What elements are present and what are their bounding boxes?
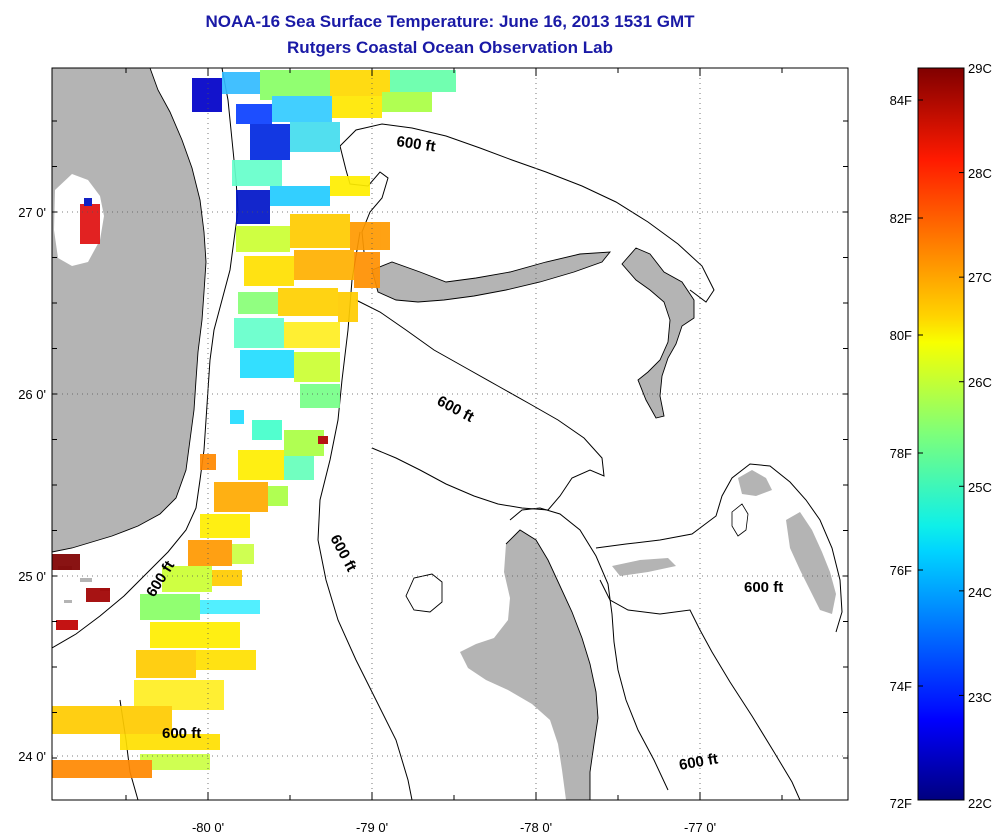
- fahrenheit-label: 78F: [890, 446, 912, 461]
- sst-swath: [52, 70, 456, 778]
- map-title: NOAA-16 Sea Surface Temperature: June 16…: [205, 12, 695, 31]
- celsius-label: 24C: [968, 585, 992, 600]
- coastlines: [52, 68, 695, 800]
- longitude-labels: -80 0' -79 0' -78 0' -77 0': [192, 820, 716, 835]
- fahrenheit-label: 84F: [890, 93, 912, 108]
- lat-tick-label: 24 0': [18, 749, 46, 764]
- fahrenheit-label: 80F: [890, 328, 912, 343]
- abaco-land: [622, 248, 694, 418]
- small-cay: [731, 503, 749, 537]
- fahrenheit-label: 72F: [890, 796, 912, 811]
- contour-label: 600 ft: [162, 725, 201, 742]
- lon-tick-label: -80 0': [192, 820, 224, 835]
- celsius-label: 25C: [968, 480, 992, 495]
- colorbar-gradient: [917, 67, 965, 801]
- axis-ticks: [52, 68, 848, 800]
- map-subtitle: Rutgers Coastal Ocean Observation Lab: [287, 38, 613, 57]
- celsius-label: 26C: [968, 375, 992, 390]
- lon-tick-label: -77 0': [684, 820, 716, 835]
- latitude-labels: 27 0' 26 0' 25 0' 24 0': [18, 205, 46, 764]
- colorbar-ticks: [918, 99, 964, 696]
- lat-tick-label: 26 0': [18, 387, 46, 402]
- contour-label: 600 ft: [678, 750, 720, 774]
- fahrenheit-label: 74F: [890, 679, 912, 694]
- lat-tick-label: 27 0': [18, 205, 46, 220]
- lon-tick-label: -79 0': [356, 820, 388, 835]
- eleuthera-land: [612, 470, 836, 614]
- contour-label: 600 ft: [395, 133, 436, 155]
- lat-tick-label: 25 0': [18, 569, 46, 584]
- andros-land: [460, 530, 598, 800]
- fahrenheit-label: 82F: [890, 211, 912, 226]
- fahrenheit-label: 76F: [890, 563, 912, 578]
- contour-label: 600 ft: [744, 579, 783, 596]
- graticule: [52, 68, 848, 800]
- map-frame: [51, 67, 849, 801]
- celsius-label: 28C: [968, 166, 992, 181]
- grand-bahama-land: [372, 252, 610, 302]
- celsius-label: 23C: [968, 690, 992, 705]
- lon-tick-label: -78 0': [520, 820, 552, 835]
- colorbar: 84F 82F 80F 78F 76F 74F 72F 29C 28C 27C …: [890, 61, 992, 811]
- celsius-label: 27C: [968, 270, 992, 285]
- celsius-label: 29C: [968, 61, 992, 76]
- celsius-label: 22C: [968, 796, 992, 811]
